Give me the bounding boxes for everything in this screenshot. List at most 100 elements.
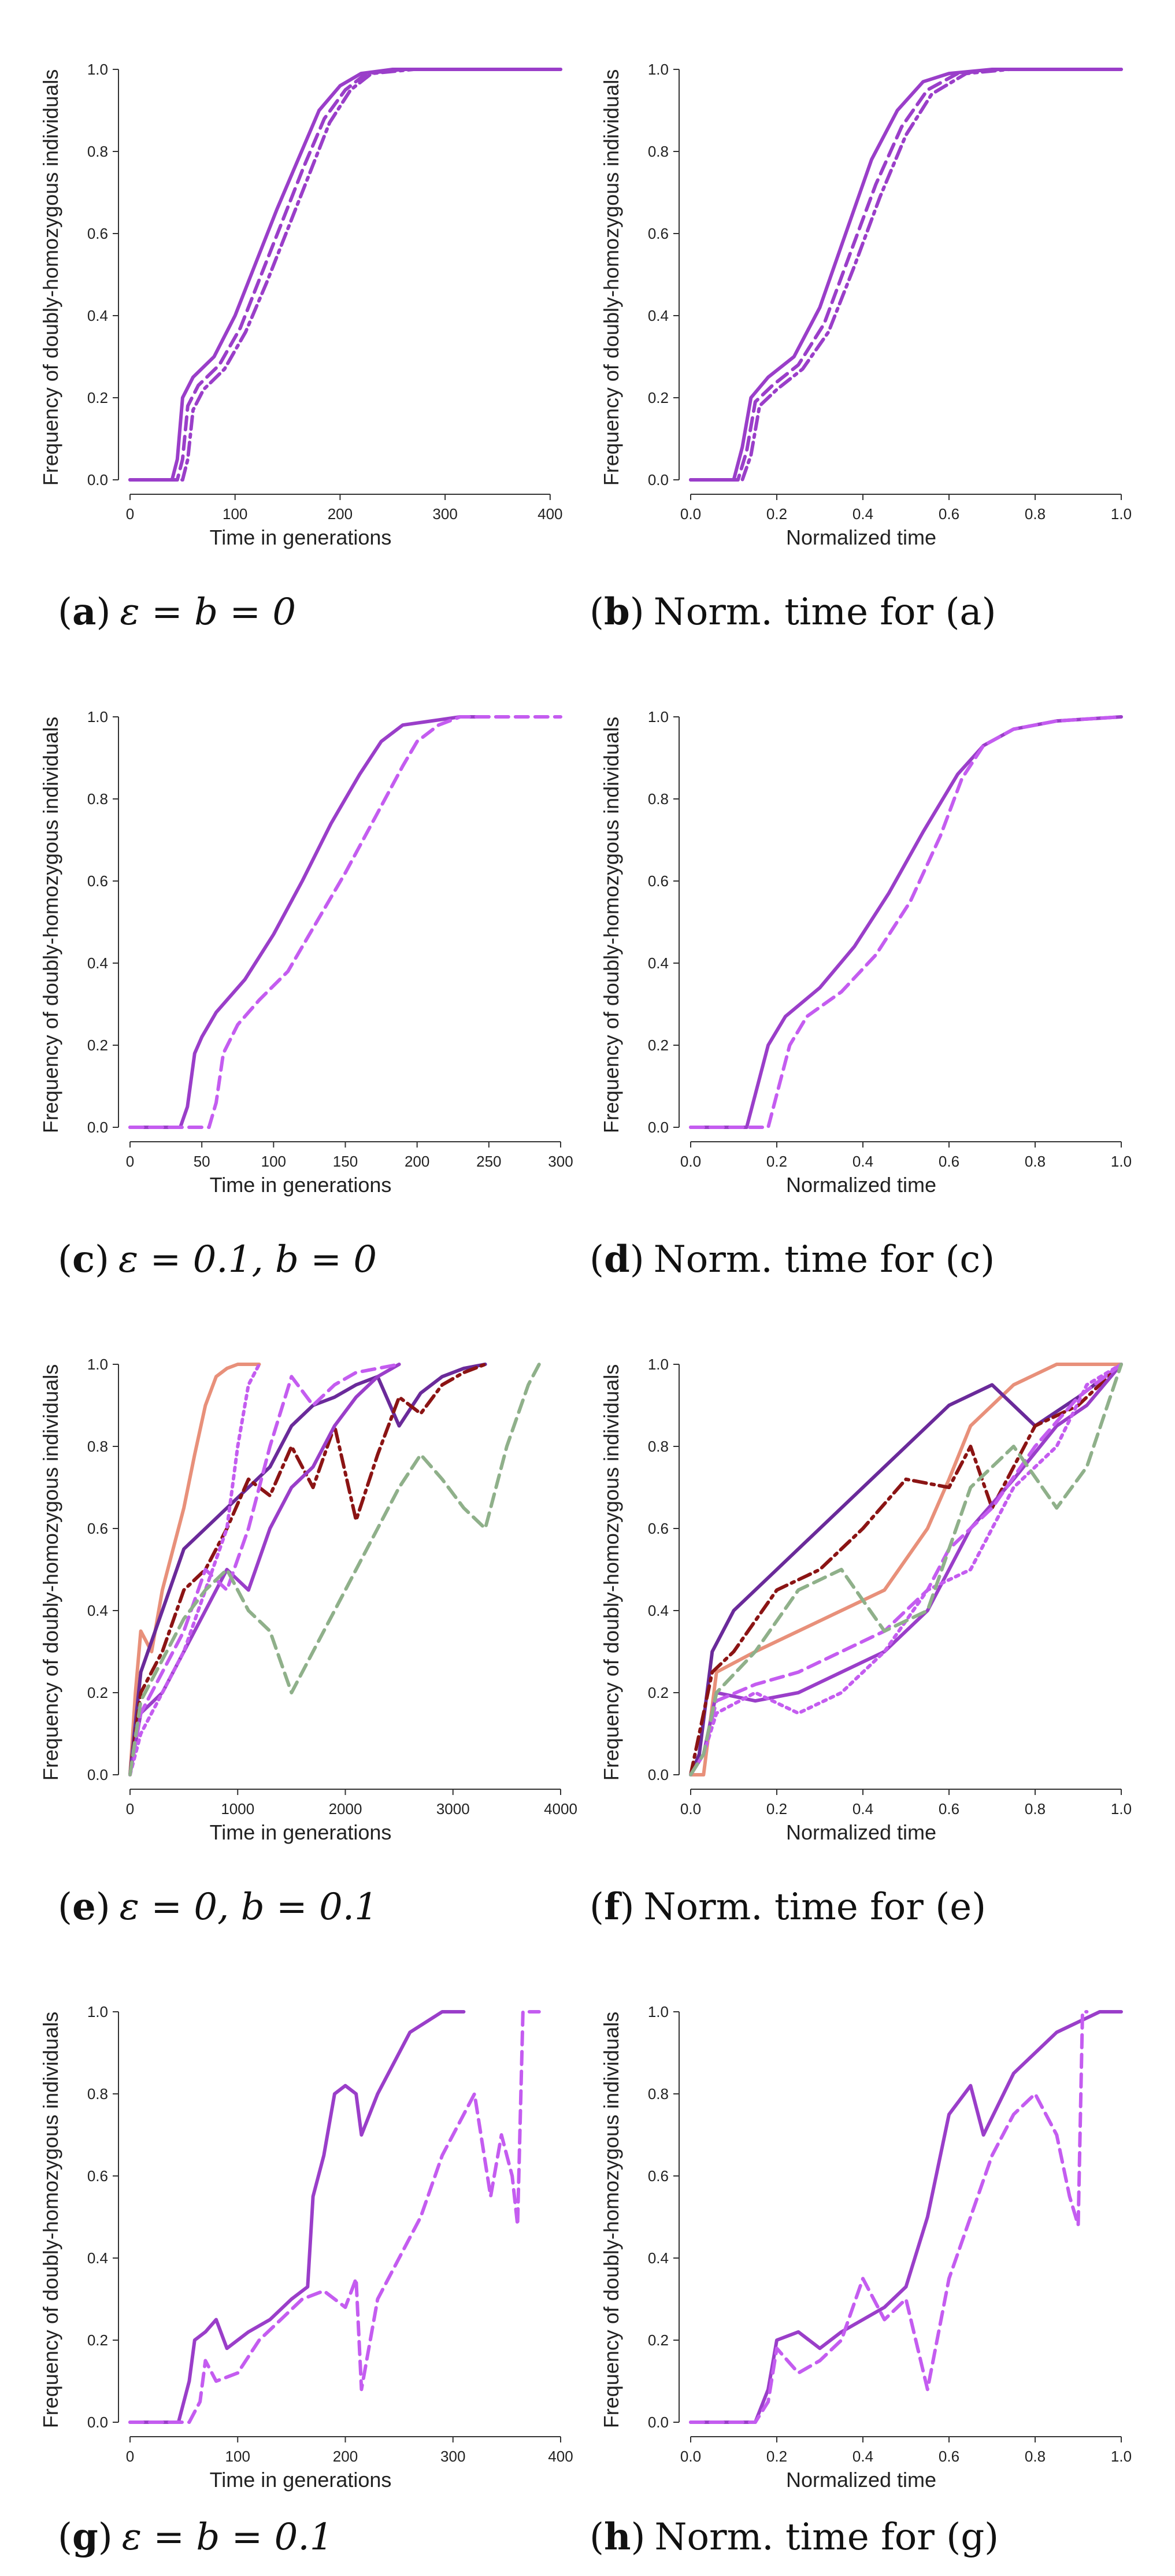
caption-b-close: ): [630, 591, 644, 634]
series-line-h-2: [689, 2010, 1089, 2424]
caption-a-close: ): [96, 591, 110, 634]
series-line-g-1: [128, 2010, 466, 2424]
caption-f: (f) Norm. time for (e): [590, 1885, 986, 1929]
caption-g: (g) ε = b = 0.1: [58, 2515, 333, 2559]
ylabel-c: Frequency of doubly-homozygous individua…: [39, 717, 62, 1133]
y-tick-label-e-0: 0.0: [87, 1766, 108, 1783]
plot-a: 0.0 0.2 0.4 0.6 0.8 1.0 0 100 200 300 400: [87, 61, 563, 523]
xlabel-g: Time in generations: [210, 2468, 392, 2492]
caption-d-open: (: [590, 1238, 604, 1281]
caption-g-open: (: [58, 2516, 72, 2559]
x-tick-label-h-4: 0.8: [1025, 2448, 1046, 2465]
series-line-b-2: [689, 68, 1123, 482]
x-tick-label-g-3: 300: [440, 2448, 465, 2465]
series-line-b-3: [689, 68, 1123, 482]
caption-f-text: Norm. time for (e): [643, 1886, 986, 1929]
x-tick-label-a-1: 100: [223, 505, 247, 523]
x-tick-label-g-4: 400: [548, 2448, 573, 2465]
caption-h: (h) Norm. time for (g): [590, 2515, 999, 2559]
y-tick-label-a-0: 0.0: [87, 471, 108, 488]
y-tick-label-a-4: 0.8: [87, 143, 108, 160]
x-tick-label-c-2: 100: [261, 1153, 286, 1170]
series-line-e-2: [128, 1363, 487, 1776]
caption-g-math: ε = b = 0.1: [122, 2516, 333, 2559]
series-line-e-6: [128, 1363, 401, 1776]
y-tick-label-h-3: 0.6: [648, 2167, 669, 2185]
caption-h-text: Norm. time for (g): [654, 2516, 999, 2559]
caption-g-close: ): [98, 2516, 113, 2559]
y-tick-label-e-4: 0.8: [87, 1438, 108, 1455]
caption-c-math: ε = 0.1, b = 0: [118, 1238, 377, 1281]
x-tick-label-f-4: 0.8: [1025, 1800, 1046, 1818]
series-line-b-1: [689, 68, 1123, 482]
series-line-f-5: [689, 1363, 1123, 1776]
panel-h: 0.0 0.2 0.4 0.6 0.8 1.0 0.0 0.2 0.4 0.6 0.8 1.0 Fre…: [590, 2003, 1132, 2559]
x-tick-label-c-6: 300: [548, 1153, 573, 1170]
y-tick-label-e-3: 0.6: [87, 1520, 108, 1537]
xlabel-b: Normalized time: [786, 525, 936, 549]
series-line-f-3: [689, 1363, 1123, 1776]
y-tick-label-h-5: 1.0: [648, 2003, 669, 2020]
y-tick-label-h-4: 0.8: [648, 2085, 669, 2103]
y-tick-label-h-0: 0.0: [648, 2414, 669, 2431]
x-tick-label-a-3: 300: [432, 505, 457, 523]
caption-b-text: Norm. time for (a): [654, 591, 996, 634]
y-tick-label-d-3: 0.6: [648, 872, 669, 890]
caption-b: (b) Norm. time for (a): [590, 590, 996, 634]
x-tick-label-d-1: 0.2: [766, 1153, 787, 1170]
plot-c: 0.0 0.2 0.4 0.6 0.8 1.0 0 50 100 150 200 250 300: [87, 708, 573, 1170]
x-tick-label-c-1: 50: [194, 1153, 210, 1170]
y-tick-label-g-3: 0.6: [87, 2167, 108, 2185]
panel-f: 0.0 0.2 0.4 0.6 0.8 1.0 0.0 0.2 0.4 0.6 0.8 1.0 Fre…: [590, 1356, 1132, 1929]
x-tick-label-b-2: 0.4: [852, 505, 873, 523]
x-tick-label-b-5: 1.0: [1111, 505, 1132, 523]
y-tick-label-d-0: 0.0: [648, 1119, 669, 1136]
caption-a: (a) ε = b = 0: [58, 590, 296, 634]
x-tick-label-b-1: 0.2: [766, 505, 787, 523]
y-tick-label-c-4: 0.8: [87, 790, 108, 808]
caption-b-letter: b: [604, 590, 630, 634]
x-tick-label-b-4: 0.8: [1025, 505, 1046, 523]
y-tick-label-f-1: 0.2: [648, 1684, 669, 1701]
y-tick-label-e-2: 0.4: [87, 1602, 108, 1619]
series-line-f-1: [689, 1363, 1123, 1776]
plot-g: 0.0 0.2 0.4 0.6 0.8 1.0 0 100 200 300 400: [87, 2003, 573, 2465]
plot-f: 0.0 0.2 0.4 0.6 0.8 1.0 0.0 0.2 0.4 0.6 0.8 1.0: [648, 1356, 1132, 1818]
series-line-e-7: [128, 1363, 541, 1776]
caption-c: (c) ε = 0.1, b = 0: [58, 1238, 377, 1281]
y-tick-label-d-2: 0.4: [648, 954, 669, 972]
x-tick-label-c-4: 200: [405, 1153, 429, 1170]
y-tick-label-a-5: 1.0: [87, 61, 108, 78]
x-tick-label-d-0: 0.0: [680, 1153, 701, 1170]
x-tick-label-g-0: 0: [126, 2448, 134, 2465]
ylabel-f: Frequency of doubly-homozygous individua…: [599, 1364, 623, 1781]
ylabel-d: Frequency of doubly-homozygous individua…: [599, 717, 623, 1133]
series-line-c-2: [128, 715, 562, 1129]
x-tick-label-d-4: 0.8: [1025, 1153, 1046, 1170]
y-tick-label-c-5: 1.0: [87, 708, 108, 726]
x-tick-label-e-4: 4000: [544, 1800, 577, 1818]
xlabel-c: Time in generations: [210, 1173, 392, 1197]
y-tick-label-g-5: 1.0: [87, 2003, 108, 2020]
x-tick-label-f-1: 0.2: [766, 1800, 787, 1818]
y-tick-label-c-1: 0.2: [87, 1037, 108, 1054]
y-tick-label-f-3: 0.6: [648, 1520, 669, 1537]
x-tick-label-g-1: 100: [225, 2448, 250, 2465]
x-tick-label-f-5: 1.0: [1111, 1800, 1132, 1818]
panel-a: 0.0 0.2 0.4 0.6 0.8 1.0 0 100 200 300 400 Frequenc…: [39, 61, 563, 634]
ylabel-a: Frequency of doubly-homozygous individua…: [39, 69, 62, 486]
caption-c-close: ): [95, 1238, 109, 1281]
series-line-e-3: [128, 1363, 487, 1776]
x-tick-label-e-2: 2000: [329, 1800, 362, 1818]
plot-h: 0.0 0.2 0.4 0.6 0.8 1.0 0.0 0.2 0.4 0.6 0.8 1.0: [648, 2003, 1132, 2465]
x-tick-label-h-2: 0.4: [852, 2448, 873, 2465]
caption-d-text: Norm. time for (c): [654, 1238, 995, 1281]
x-tick-label-c-3: 150: [333, 1153, 358, 1170]
y-tick-label-f-0: 0.0: [648, 1766, 669, 1783]
y-tick-label-g-4: 0.8: [87, 2085, 108, 2103]
series-line-c-1: [128, 715, 491, 1129]
caption-f-open: (: [590, 1886, 604, 1929]
y-tick-label-f-5: 1.0: [648, 1356, 669, 1373]
series-line-d-2: [689, 715, 1123, 1129]
